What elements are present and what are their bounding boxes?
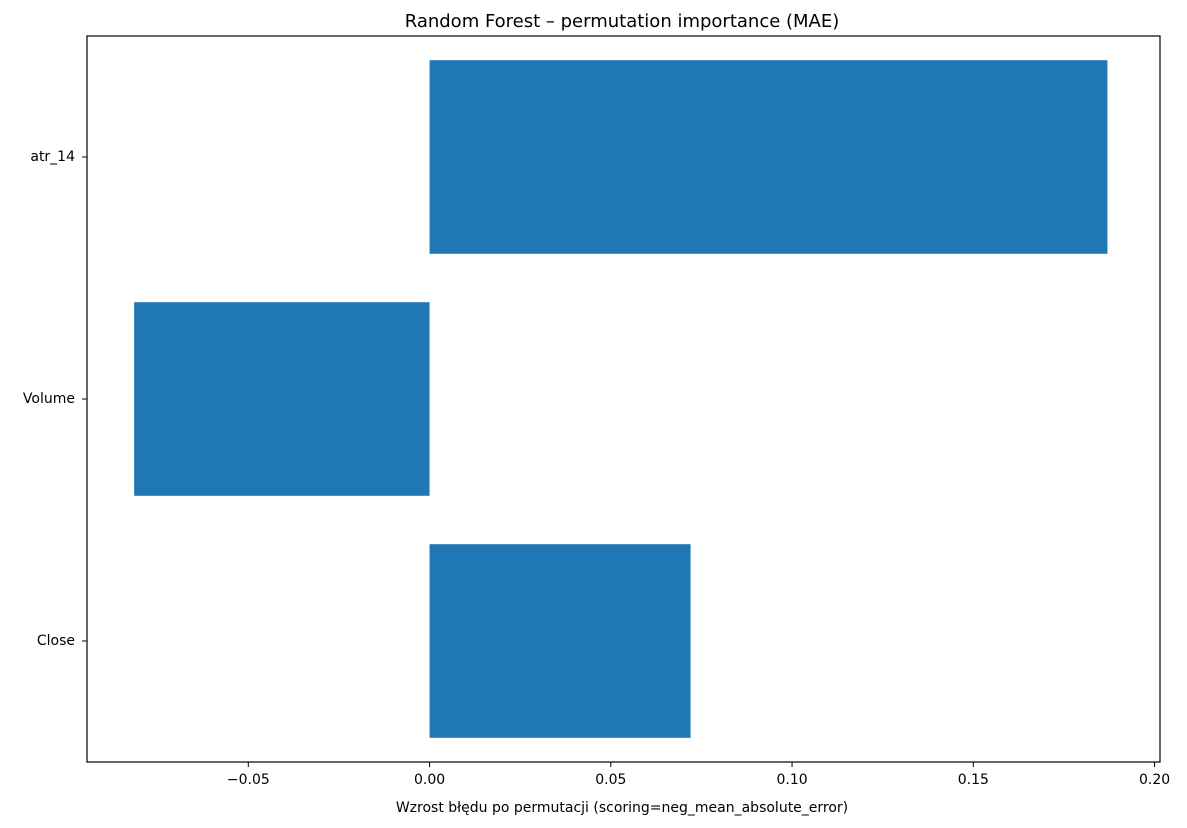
x-tick-label: −0.05 — [227, 772, 270, 788]
y-axis: atr_14 Volume Close — [23, 149, 87, 649]
bar-volume — [134, 302, 430, 496]
x-tick-label: 0.10 — [776, 772, 807, 788]
chart-title: Random Forest – permutation importance (… — [405, 11, 840, 32]
x-tick-label: 0.05 — [595, 772, 626, 788]
bar-atr-14 — [429, 60, 1108, 254]
bar-close — [429, 544, 691, 738]
x-tick-label: 0.15 — [958, 772, 989, 788]
x-tick-label: 0.20 — [1139, 772, 1170, 788]
x-axis: −0.05 0.00 0.05 0.10 0.15 0.20 — [227, 762, 1170, 788]
bars-group — [134, 60, 1108, 738]
y-tick-label: Close — [37, 633, 75, 649]
x-axis-label: Wzrost błędu po permutacji (scoring=neg_… — [396, 800, 848, 816]
y-tick-label: atr_14 — [30, 149, 75, 165]
x-tick-label: 0.00 — [414, 772, 445, 788]
y-tick-label: Volume — [23, 391, 75, 407]
